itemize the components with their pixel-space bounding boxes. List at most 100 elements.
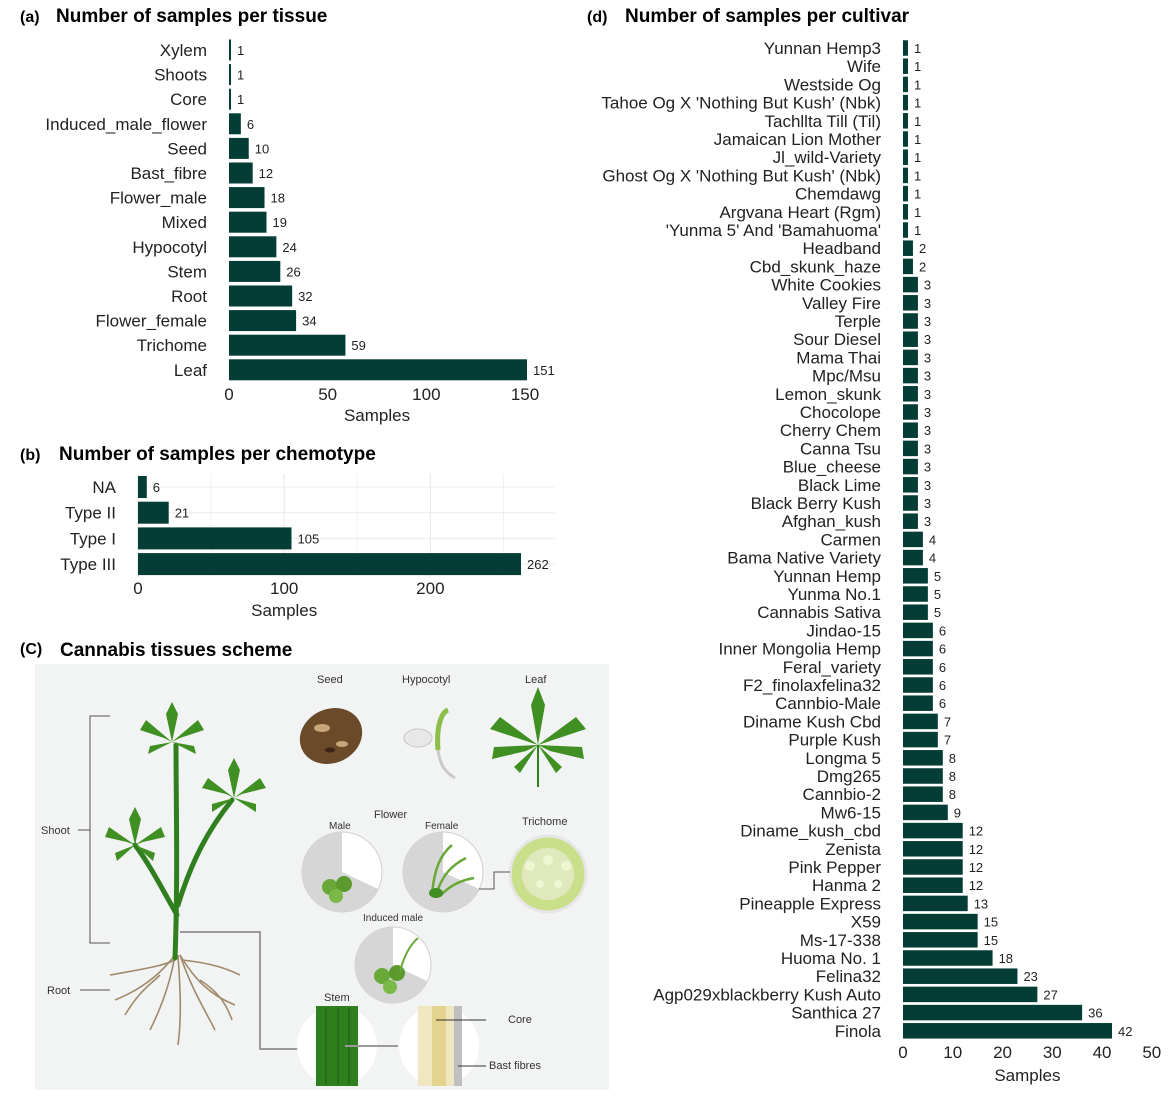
category-label: Jl_wild-Variety [773,148,882,167]
bar [903,276,918,293]
x-tick-label: 0 [224,385,233,404]
category-label: Shoots [154,66,207,85]
category-label: Ms-17-338 [800,931,881,950]
data-label: 7 [944,733,951,748]
bar [229,236,277,258]
category-label: Flower_male [110,189,207,208]
data-label: 3 [924,441,931,456]
data-label: 1 [914,96,921,111]
bar [903,367,918,384]
bar [903,640,933,657]
data-label: 21 [175,506,189,521]
flower-label: Flower [374,809,407,821]
seed-label: Seed [317,674,343,686]
shoot-bracket [78,715,110,991]
category-label: Mpc/Msu [812,367,881,386]
bar [903,804,948,821]
data-label: 1 [914,150,921,165]
category-label: Agp029xblackberry Kush Auto [653,985,881,1004]
data-label: 5 [934,569,941,584]
x-tick-label: 50 [1142,1043,1161,1062]
category-label: Bama Native Variety [727,549,881,568]
bar [903,713,938,730]
category-label: Stem [167,262,207,281]
category-label: Argvana Heart (Rgm) [719,203,881,222]
category-label: Mixed [162,213,207,232]
category-label: Tahoe Og X 'Nothing But Kush' (Nbk) [601,94,881,113]
category-label: Xylem [160,41,207,60]
category-label: Chocolope [800,403,881,422]
data-label: 3 [924,387,931,402]
category-label: Cbd_skunk_haze [750,257,881,276]
category-label: Trichome [137,336,207,355]
x-tick-label: 100 [270,579,298,598]
category-label: Pineapple Express [739,894,881,913]
data-label: 4 [929,551,936,566]
bar [903,841,963,857]
data-label: 8 [949,751,956,766]
category-label: Jindao-15 [806,621,881,640]
category-label: Inner Mongolia Hemp [718,640,881,659]
data-label: 15 [984,933,998,948]
category-label: Longma 5 [805,749,881,768]
data-label: 3 [924,478,931,493]
panel-c-title: Cannabis tissues scheme [60,640,292,661]
bar [903,913,978,930]
bar [903,131,908,147]
bar [903,731,938,748]
bar [229,39,231,61]
category-label: Sour Diesel [793,330,881,349]
induced-male-label: Induced male [363,913,423,924]
category-label: Ghost Og X 'Nothing But Kush' (Nbk) [602,166,881,185]
bar [903,477,918,493]
female-flower-illustration [402,831,484,913]
data-label: 26 [286,264,300,279]
data-label: 36 [1088,1006,1102,1021]
category-label: Root [171,287,207,306]
category-label: Yunnan Hemp [773,567,881,586]
male-flower-illustration [301,831,383,913]
category-label: Cannbio-2 [803,785,881,804]
bar [903,404,918,420]
category-label: Canna Tsu [800,439,881,458]
bar [903,113,908,129]
panel-b-tag: (b) [20,447,40,464]
category-label: Diname Kush Cbd [743,712,881,731]
bar [229,64,231,86]
category-label: Purple Kush [788,731,881,750]
data-label: 1 [237,92,244,107]
data-label: 32 [298,289,312,304]
bar [903,185,908,202]
bar [903,495,918,511]
data-label: 3 [924,460,931,475]
data-label: 6 [939,642,946,657]
category-label: Zenista [825,840,881,859]
data-label: 3 [924,278,931,293]
induced-male-flower-illustration [354,926,432,1004]
category-label: Santhica 27 [791,1004,881,1023]
trichome-connector [479,871,510,890]
plant-stem-illustration [132,742,235,961]
category-label: Diname_kush_cbd [740,822,881,841]
bar [903,258,913,275]
x-tick-label: 0 [133,579,142,598]
data-label: 12 [969,878,983,893]
bar [229,88,231,110]
category-label: Chemdawg [795,185,881,204]
category-label: Finola [835,1022,882,1041]
bar [903,513,918,529]
data-label: 18 [271,191,285,206]
category-label: Westside Og [784,75,881,94]
bar [903,895,968,912]
data-label: 262 [527,557,549,572]
data-label: 1 [237,43,244,58]
bar [229,285,293,307]
category-label: Black Berry Kush [751,494,881,513]
category-label: Hanma 2 [812,876,881,895]
leaf-label: Leaf [525,674,547,686]
data-label: 34 [302,314,316,329]
category-label: Hypocotyl [132,238,207,257]
bar [903,549,923,566]
data-label: 4 [929,532,936,547]
data-label: 12 [969,824,983,839]
